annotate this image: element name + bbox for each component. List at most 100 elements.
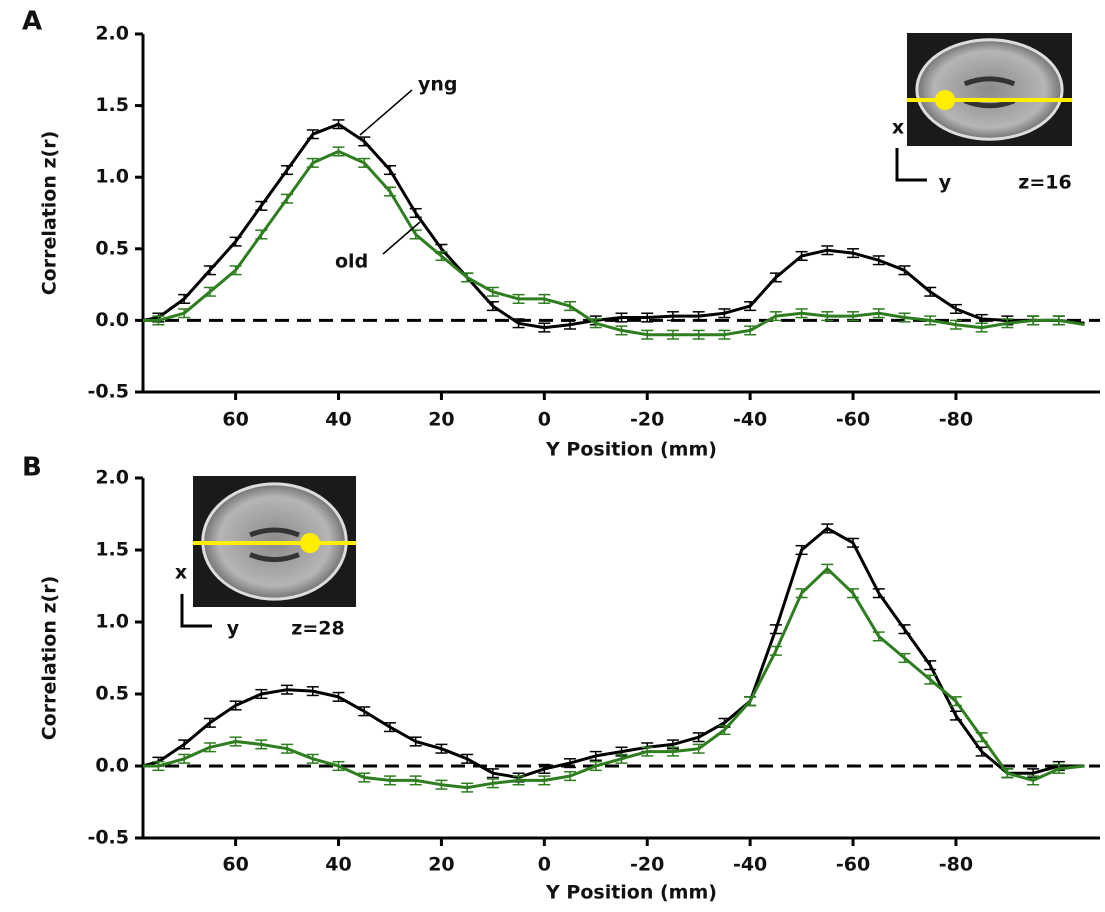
series-line xyxy=(142,122,1085,330)
series-annotation: old xyxy=(335,251,368,273)
error-bar xyxy=(924,286,937,297)
error-bar xyxy=(1052,315,1065,326)
error-bar xyxy=(744,696,757,707)
error-bar xyxy=(564,301,577,312)
error-bar xyxy=(872,588,885,599)
error-bar xyxy=(692,311,705,322)
error-bar xyxy=(435,250,448,262)
error-bar xyxy=(718,724,731,736)
error-bar xyxy=(512,318,525,329)
error-bar xyxy=(281,193,294,204)
error-bar xyxy=(229,236,242,247)
error-bar xyxy=(744,325,757,336)
x-tick-label: -40 xyxy=(733,409,767,431)
error-bar xyxy=(306,157,319,168)
x-tick-label: -60 xyxy=(836,854,870,876)
error-bar xyxy=(898,312,911,323)
error-bar xyxy=(332,760,345,772)
error-bar xyxy=(306,686,319,697)
error-bar xyxy=(538,322,551,333)
error-bar xyxy=(383,186,396,197)
x-tick-label: 40 xyxy=(325,409,351,431)
error-bar xyxy=(949,710,962,721)
error-bar xyxy=(486,286,499,297)
inset-slice-label: z=28 xyxy=(291,618,344,640)
error-bar xyxy=(229,700,242,711)
y-tick-label: 1.5 xyxy=(95,94,129,116)
y-tick-label: -0.5 xyxy=(87,827,129,849)
error-bar xyxy=(178,308,191,319)
error-bar xyxy=(718,329,731,340)
error-bar xyxy=(1001,318,1014,329)
brain-ventricles xyxy=(249,527,300,563)
error-bar xyxy=(358,157,371,168)
error-bar xyxy=(306,129,319,140)
error-bar xyxy=(615,753,628,764)
error-bar xyxy=(564,758,577,769)
error-bar xyxy=(538,293,551,304)
error-bar xyxy=(152,315,165,326)
error-bar xyxy=(203,286,216,297)
y-tick-label: 0.5 xyxy=(95,683,129,705)
error-bar xyxy=(924,660,937,671)
error-bar xyxy=(872,631,885,642)
error-bar xyxy=(461,782,474,793)
leader-line xyxy=(359,89,413,136)
error-bar xyxy=(332,146,345,157)
error-bar xyxy=(769,624,782,635)
error-bar xyxy=(435,743,448,754)
error-bar xyxy=(461,272,474,283)
error-bar xyxy=(924,315,937,326)
y-tick-label: 2.0 xyxy=(95,467,129,489)
error-bar xyxy=(178,753,191,764)
error-bar xyxy=(255,200,268,211)
error-bar xyxy=(203,742,216,753)
x-tick-label: -20 xyxy=(630,854,664,876)
error-bar xyxy=(821,245,834,256)
error-bar xyxy=(795,544,808,556)
error-bar xyxy=(152,760,165,772)
x-tick-label: 60 xyxy=(222,409,248,431)
error-bar xyxy=(744,301,757,312)
x-tick-label: -80 xyxy=(939,854,973,876)
error-bar xyxy=(409,736,422,747)
error-bar xyxy=(435,779,448,790)
error-bar xyxy=(872,255,885,266)
error-bar xyxy=(589,318,602,329)
y-tick-label: 2.0 xyxy=(95,23,129,45)
y-tick-label: 0.0 xyxy=(95,755,129,777)
error-bar xyxy=(409,775,422,786)
x-tick-label: 0 xyxy=(538,409,551,431)
error-bar xyxy=(795,308,808,319)
error-bar xyxy=(872,308,885,319)
y-axis-label: Correlation z(r) xyxy=(39,576,61,741)
error-bar xyxy=(666,746,679,757)
error-bar xyxy=(255,739,268,750)
x-axis-label: Y Position (mm) xyxy=(545,882,717,904)
error-bar xyxy=(641,312,654,323)
error-bar xyxy=(975,322,988,333)
error-bar xyxy=(538,763,551,774)
error-bar xyxy=(383,722,396,733)
error-bar xyxy=(229,265,242,276)
error-bar xyxy=(641,746,654,757)
error-bar xyxy=(641,329,654,340)
inset-x-label: x xyxy=(175,562,187,584)
error-bar xyxy=(564,771,577,782)
error-bar xyxy=(383,775,396,786)
error-bar xyxy=(795,588,808,599)
error-bar xyxy=(409,229,422,240)
x-tick-label: 40 xyxy=(325,854,351,876)
error-bar xyxy=(847,248,860,259)
y-tick-label: -0.5 xyxy=(87,381,129,403)
error-bar xyxy=(255,688,268,700)
error-bar xyxy=(229,736,242,747)
x-tick-label: -40 xyxy=(733,854,767,876)
y-tick-label: 1.5 xyxy=(95,539,129,561)
error-bar xyxy=(847,311,860,322)
inset-y-label: y xyxy=(939,172,952,194)
error-bar xyxy=(512,293,525,304)
error-bar xyxy=(332,119,345,130)
error-bar xyxy=(358,136,371,147)
